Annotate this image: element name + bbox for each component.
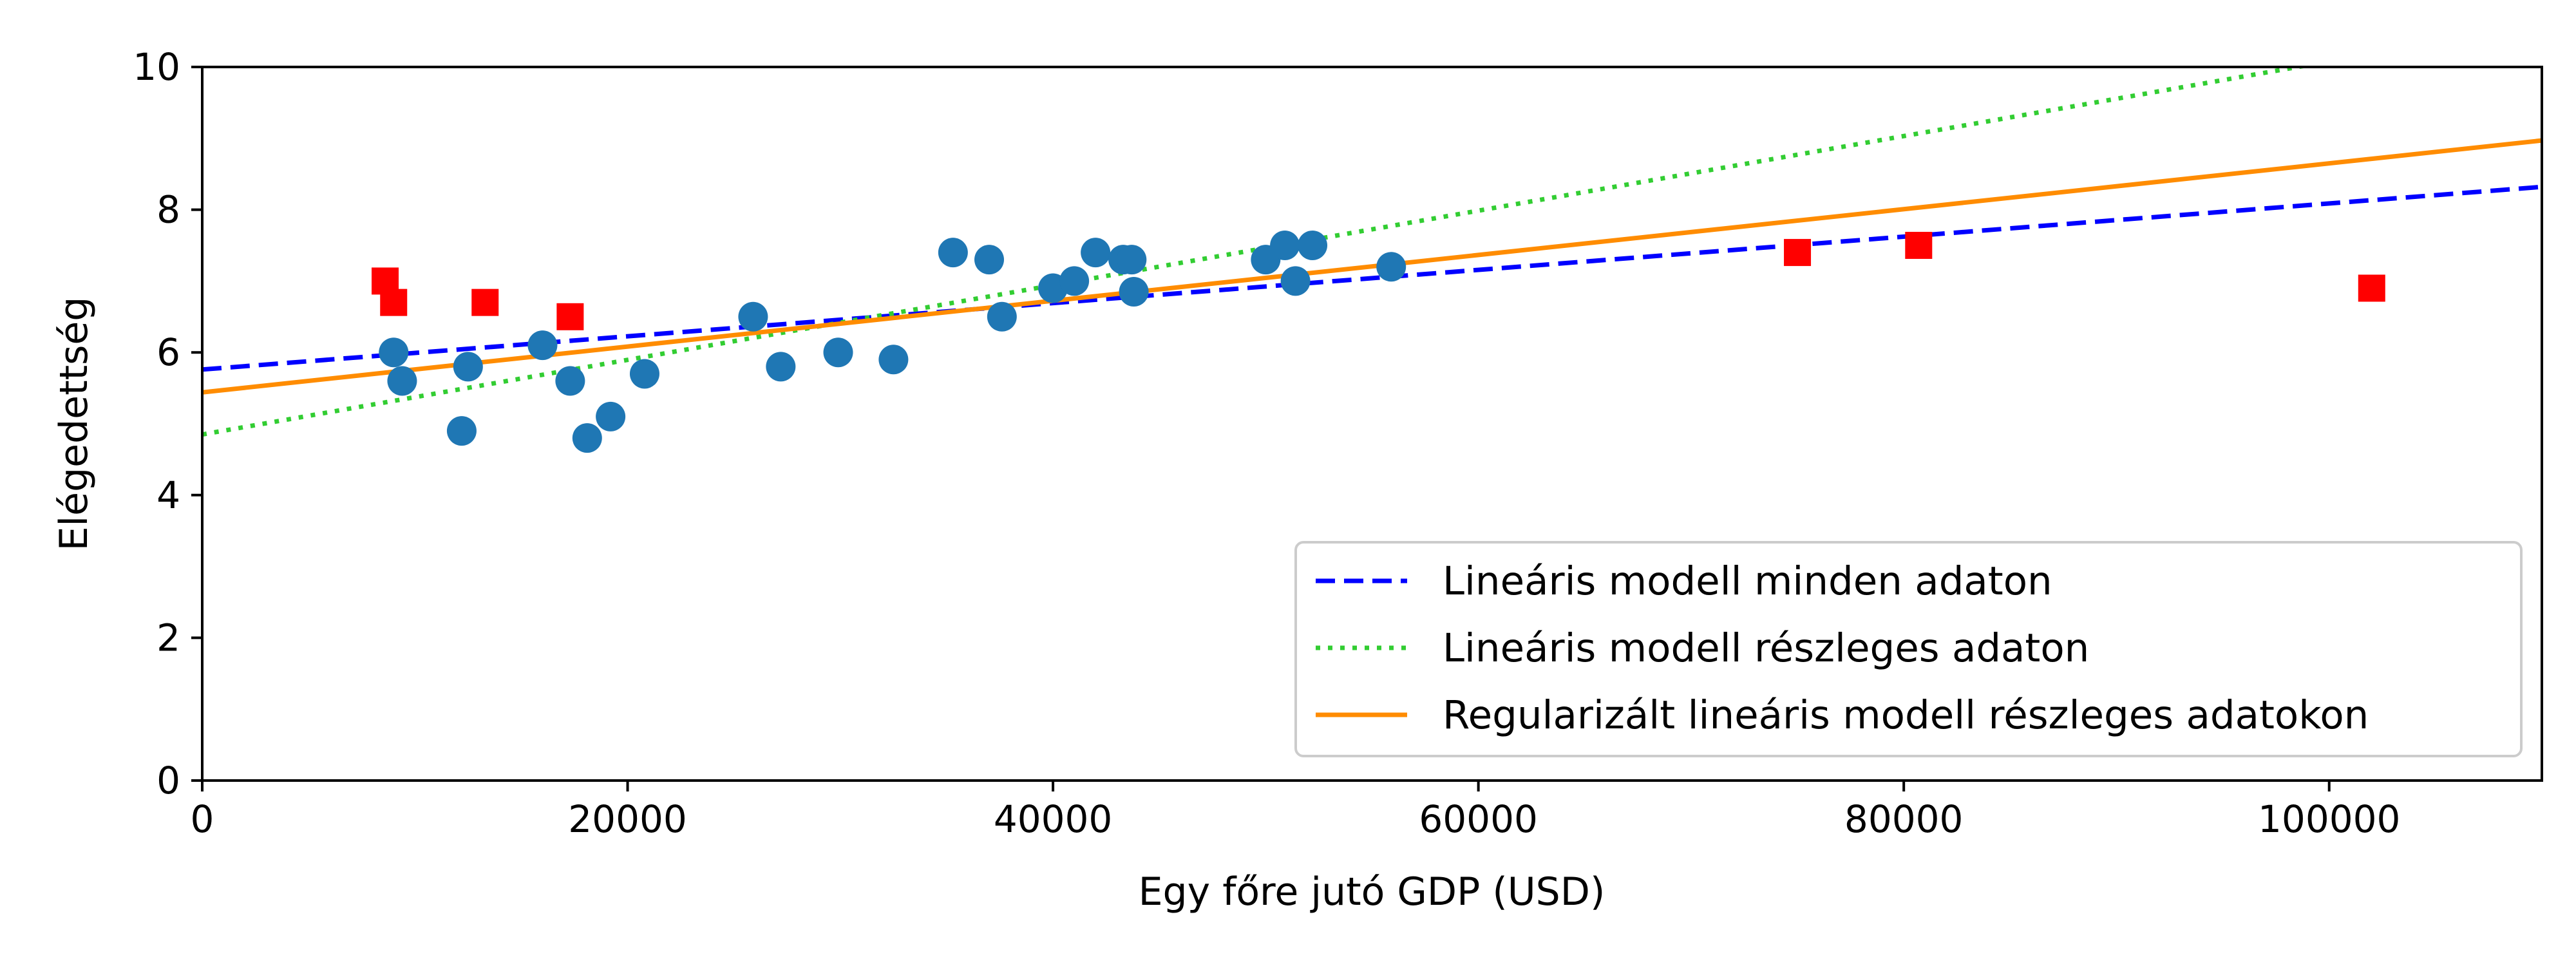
- y-tick-label: 0: [156, 759, 180, 802]
- outlier-point: [2358, 274, 2385, 302]
- data-point: [1059, 266, 1090, 296]
- data-point: [823, 337, 853, 368]
- data-point: [387, 366, 417, 396]
- x-axis-label: Egy főre jutó GDP (USD): [1139, 869, 1605, 914]
- legend-label-1: Lineáris modell minden adaton: [1443, 558, 2052, 604]
- x-tick-label: 20000: [568, 797, 687, 841]
- data-point: [878, 345, 909, 375]
- data-point: [1081, 238, 1111, 268]
- data-point: [938, 238, 968, 268]
- y-tick-label: 4: [156, 473, 180, 517]
- outlier-point: [471, 289, 499, 316]
- fit-line-3: [202, 138, 2542, 395]
- data-point: [555, 366, 585, 396]
- legend-label-3: Regularizált lineáris modell részleges a…: [1443, 692, 2369, 738]
- x-tick-label: 80000: [1844, 797, 1964, 841]
- data-point: [974, 245, 1005, 275]
- data-point: [1298, 231, 1328, 260]
- data-point: [446, 416, 477, 446]
- plot-frame: [201, 66, 2543, 782]
- legend-box: [1294, 541, 2523, 757]
- data-point: [766, 352, 796, 382]
- data-point: [1119, 277, 1149, 307]
- outlier-point: [1784, 239, 1812, 267]
- x-tick-label: 0: [191, 797, 214, 841]
- data-point: [629, 359, 659, 389]
- outlier-point: [380, 289, 408, 316]
- x-tick-label: 60000: [1419, 797, 1538, 841]
- outlier-point: [1905, 232, 1933, 259]
- y-axis-label: Elégedettség: [52, 297, 97, 551]
- outlier-point: [556, 303, 584, 330]
- y-tick-label: 2: [156, 616, 180, 659]
- data-point: [987, 301, 1017, 332]
- y-tick-label: 6: [156, 330, 180, 374]
- legend: Lineáris modell minden adaton Lineáris mo…: [1294, 541, 2523, 757]
- data-point: [572, 423, 602, 453]
- data-point: [596, 401, 626, 431]
- legend-label-2: Lineáris modell részleges adaton: [1443, 625, 2089, 671]
- fit-line-2: [202, 67, 2311, 437]
- y-tick-label: 8: [156, 188, 180, 232]
- data-point: [1376, 252, 1406, 282]
- x-tick-label: 40000: [994, 797, 1113, 841]
- fit-line-1: [202, 184, 2542, 372]
- data-point: [379, 337, 409, 368]
- data-point: [1270, 231, 1300, 260]
- data-point: [453, 352, 483, 382]
- x-tick-label: 100000: [2258, 797, 2400, 841]
- data-point: [527, 330, 558, 361]
- y-tick-label: 10: [133, 45, 180, 89]
- data-point: [1117, 245, 1147, 275]
- data-point: [1280, 266, 1311, 296]
- data-point: [738, 301, 768, 332]
